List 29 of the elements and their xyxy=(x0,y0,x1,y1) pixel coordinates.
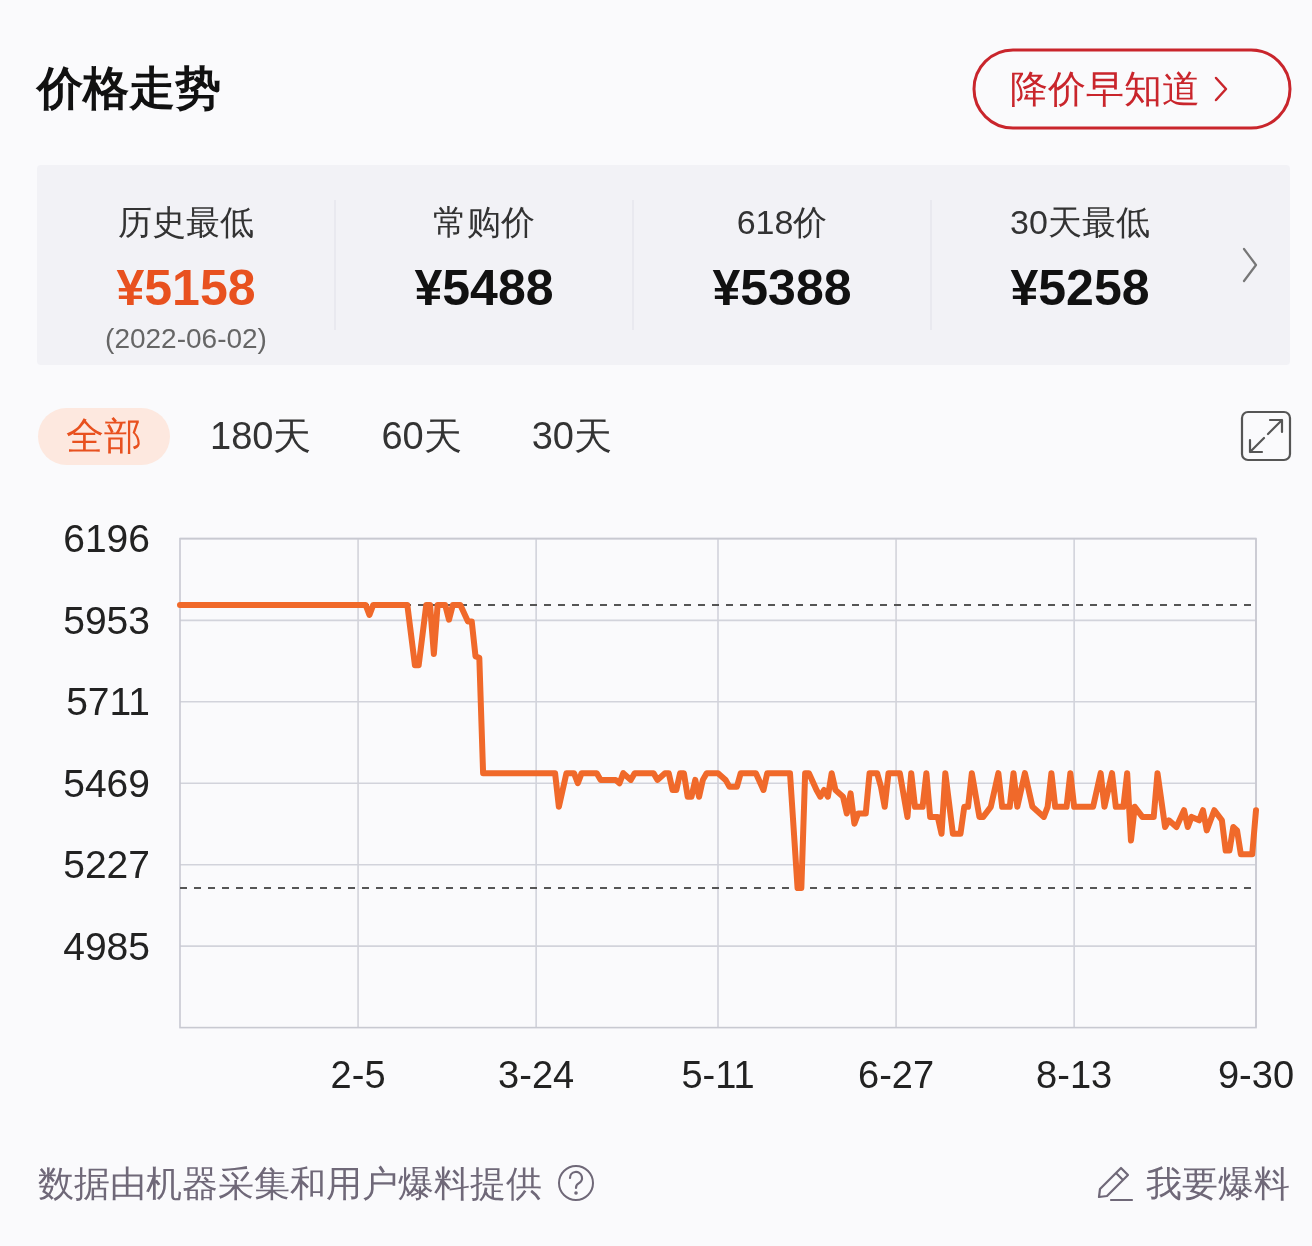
text: 180天 xyxy=(210,415,312,457)
text: 降价早知道 xyxy=(1010,68,1200,110)
text: 30天 xyxy=(531,415,612,457)
category-label: 常购价 xyxy=(433,203,535,241)
x-tick-label: 8-13 xyxy=(1036,1054,1113,1096)
x-tick-label: 5-11 xyxy=(681,1054,755,1096)
text: (2022-06-02) xyxy=(105,322,267,354)
text: 60天 xyxy=(381,415,462,457)
y-tick-label: 5711 xyxy=(66,680,150,724)
x-tick-label: 9-30 xyxy=(1217,1054,1295,1096)
text: ¥5488 xyxy=(414,260,554,316)
text: 价格走势 xyxy=(35,62,221,114)
text: ¥5258 xyxy=(1010,260,1150,316)
text: 我要爆料 xyxy=(1146,1162,1290,1204)
category-label: 历史最低 xyxy=(118,203,254,241)
text: ¥5388 xyxy=(712,260,852,316)
text: 全部 xyxy=(66,415,142,457)
y-tick-label: 5953 xyxy=(63,598,150,642)
x-tick-label: 2-5 xyxy=(330,1054,386,1096)
text: ¥5158 xyxy=(116,260,256,316)
y-tick-label: 5469 xyxy=(63,761,150,805)
text: 数据由机器采集和用户爆料提供 xyxy=(38,1162,542,1204)
x-tick-label: 3-24 xyxy=(498,1054,575,1096)
x-tick-label: 6-27 xyxy=(858,1054,935,1096)
y-tick-label: 4985 xyxy=(63,924,150,968)
y-tick-label: 5227 xyxy=(63,843,150,887)
category-label: 618价 xyxy=(736,203,828,241)
category-label: 30天最低 xyxy=(1010,203,1150,241)
y-tick-label: 6196 xyxy=(63,517,150,561)
